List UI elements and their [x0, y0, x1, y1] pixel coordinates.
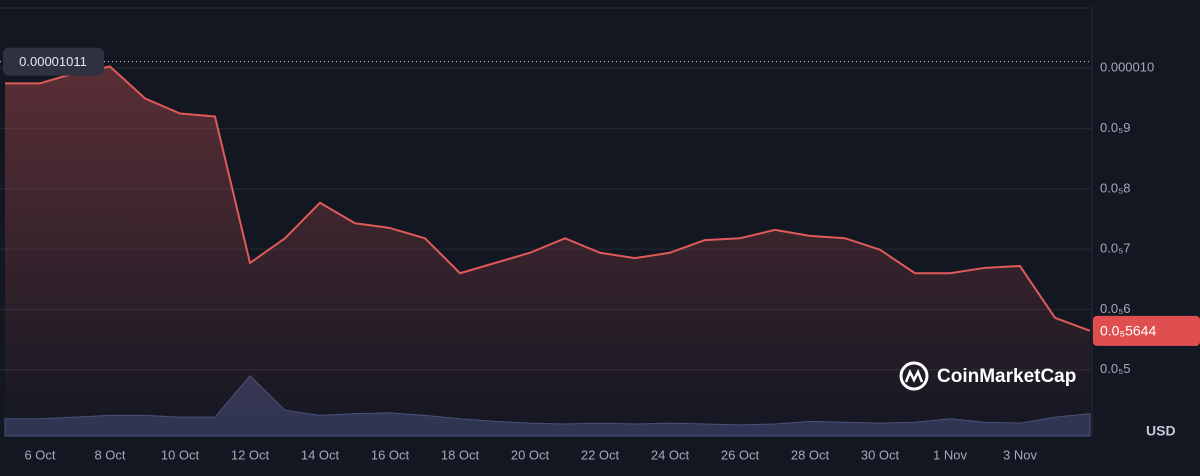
x-tick-label: 10 Oct	[161, 447, 200, 462]
x-tick-label: 6 Oct	[24, 447, 55, 462]
last-price-box	[1093, 315, 1200, 346]
x-tick-label: 16 Oct	[371, 447, 410, 462]
last-price-label: 0.0₅5644	[1100, 323, 1156, 339]
x-tick-label: 20 Oct	[511, 447, 550, 462]
y-tick-label: 0.000010	[1100, 60, 1154, 75]
crosshair-box	[3, 47, 104, 76]
y-tick-label: 0.0₅7	[1100, 241, 1131, 256]
watermark: CoinMarketCap	[899, 361, 1076, 391]
y-tick-label: 0.0₅9	[1100, 120, 1131, 135]
x-tick-label: 22 Oct	[581, 447, 620, 462]
x-tick-label: 28 Oct	[791, 447, 830, 462]
x-tick-label: 30 Oct	[861, 447, 900, 462]
x-tick-label: 3 Nov	[1003, 447, 1037, 462]
crosshair-label: 0.00001011	[19, 54, 87, 69]
x-tick-label: 8 Oct	[94, 447, 125, 462]
currency-label: USD	[1146, 423, 1176, 439]
x-tick-label: 12 Oct	[231, 447, 270, 462]
x-tick-label: 26 Oct	[721, 447, 760, 462]
watermark-text: CoinMarketCap	[937, 366, 1076, 387]
logo-mark	[904, 368, 924, 383]
price-area	[5, 66, 1090, 436]
x-tick-label: 1 Nov	[933, 447, 967, 462]
x-tick-label: 18 Oct	[441, 447, 480, 462]
y-tick-label: 0.0₅8	[1100, 180, 1131, 195]
x-tick-label: 24 Oct	[651, 447, 690, 462]
price-line	[5, 65, 1091, 332]
x-tick-label: 14 Oct	[301, 447, 340, 462]
y-tick-label: 0.0₅5	[1100, 361, 1131, 376]
y-tick-label: 0.0₅6	[1100, 301, 1131, 316]
logo	[899, 361, 929, 391]
